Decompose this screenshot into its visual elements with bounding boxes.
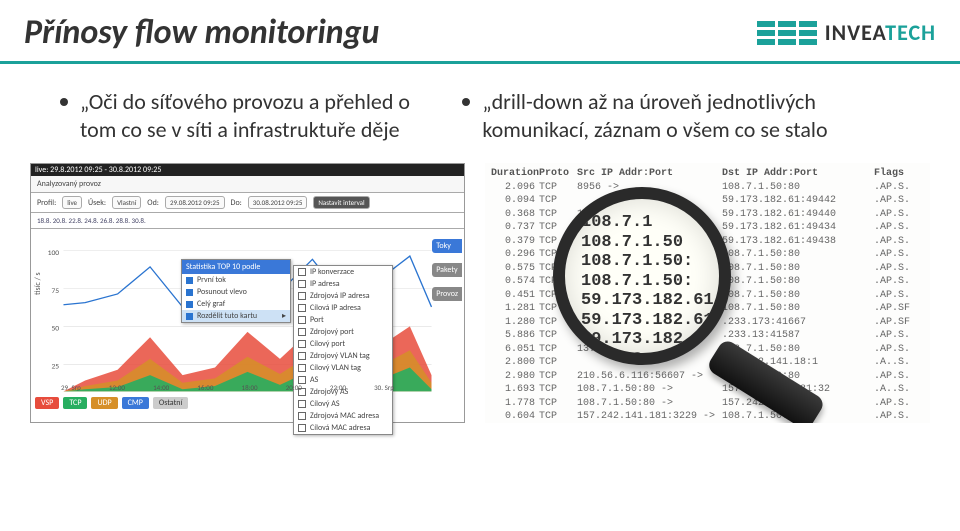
sub-row[interactable]: Zdrojová MAC adresa — [310, 411, 379, 421]
sub-row[interactable]: Cílový VLAN tag — [310, 363, 361, 373]
chart-side-tags: Toky Pakety Provoz — [432, 239, 462, 301]
do-input[interactable]: 30.08.2012 09:25 — [248, 196, 308, 209]
log-row: 6.051TCP 13.233108.7.1.50:80.AP.S. — [491, 343, 924, 357]
bullet-right-text: „drill-down až na úroveň jednotlivých ko… — [482, 88, 840, 143]
magnifier-text: 108.7.1108.7.1.50108.7.1.50:108.7.1.50:5… — [565, 199, 719, 365]
log-row: 1.693TCP108.7.1.50:80 ->157.242.141.181:… — [491, 383, 924, 397]
svg-text:50: 50 — [51, 325, 59, 334]
logo-bars-icon — [757, 21, 817, 45]
log-header: Duration Proto Src IP Addr:Port Dst IP A… — [491, 167, 924, 181]
chart-toolbar: Profil: live Úsek: Vlastní Od: 29.08.201… — [31, 193, 464, 213]
sub-row[interactable]: Zdrojový port — [310, 327, 354, 337]
sub-row[interactable]: Cílová IP adresa — [310, 303, 361, 313]
log-row: 2.800TCP157.242.141.18:1.A..S. — [491, 356, 924, 370]
svg-text:100: 100 — [48, 249, 60, 258]
chart-context-menu[interactable]: Statistika TOP 10 podle První tok Posuno… — [181, 259, 291, 323]
sub-row[interactable]: Zdrojová IP adresa — [310, 291, 370, 301]
chart-analyzed-label: Analyzovaný provoz — [37, 179, 101, 189]
slide-title: Přínosy flow monitoringu — [24, 12, 380, 53]
ctx-row-0[interactable]: První tok — [197, 275, 226, 285]
od-input[interactable]: 29.08.2012 09:25 — [165, 196, 225, 209]
profile-select[interactable]: live — [62, 196, 82, 209]
chart-xlabels: 29. Srp12:0014:0016:0018:0020:0022:0030.… — [61, 383, 394, 392]
log-row: 2.980TCP210.56.6.116:56607 ->108.7.1.50:… — [491, 370, 924, 384]
profile-label: Profil: — [37, 198, 56, 208]
bullet-row: „Oči do síťového provozu a přehled o tom… — [0, 64, 960, 151]
chart-body: tisíc / s 100 75 50 25 Toky Pakety Pr — [31, 229, 464, 394]
slide-header: Přínosy flow monitoringu INVEATECH — [0, 0, 960, 64]
logo-text: INVEATECH — [825, 19, 936, 46]
side-tag-provoz[interactable]: Provoz — [432, 287, 462, 301]
flow-chart-screenshot: live: 29.8.2012 09:25 - 30.8.2012 09:25 … — [30, 163, 465, 423]
sub-row[interactable]: IP adresa — [310, 279, 340, 289]
bullet-dot-icon — [462, 98, 470, 106]
usek-label: Úsek: — [88, 198, 106, 208]
sub-row[interactable]: IP konverzace — [310, 267, 354, 277]
do-label: Do: — [231, 198, 242, 208]
svg-text:75: 75 — [51, 287, 59, 296]
od-label: Od: — [147, 198, 159, 208]
flow-log-screenshot: Duration Proto Src IP Addr:Port Dst IP A… — [485, 163, 930, 423]
bullet-dot-icon — [60, 98, 68, 106]
sub-row[interactable]: Zdrojový VLAN tag — [310, 351, 370, 361]
bullet-left: „Oči do síťového provozu a přehled o tom… — [60, 88, 438, 143]
ctx-row-2[interactable]: Celý graf — [197, 299, 225, 309]
log-row: 2.096TCP 8956 ->108.7.1.50:80.AP.S. — [491, 181, 924, 195]
bullet-right: „drill-down až na úroveň jednotlivých ko… — [462, 88, 840, 143]
bullet-left-text: „Oči do síťového provozu a přehled o tom… — [80, 88, 438, 143]
chart-channels: 18.8. 20.8. 22.8. 24.8. 26.8. 28.8. 30.8… — [31, 213, 464, 229]
usek-select[interactable]: Vlastní — [112, 196, 141, 209]
sub-row[interactable]: Port — [310, 315, 324, 325]
ctx-row-1[interactable]: Posunout vlevo — [197, 287, 247, 297]
logo: INVEATECH — [757, 19, 936, 46]
sub-row[interactable]: Cílový port — [310, 339, 345, 349]
log-row: 0.604TCP157.242.141.181:3229 ->108.7.1.5… — [491, 410, 924, 423]
log-row: 1.778TCP108.7.1.50:80 ->157.242.141.181:… — [491, 397, 924, 411]
log-row: 0.094TCP59.173.182.61:49442.AP.S. — [491, 194, 924, 208]
side-tag-toky[interactable]: Toky — [432, 239, 462, 253]
set-interval-button[interactable]: Nastavit interval — [313, 196, 369, 209]
chart-live-range: live: 29.8.2012 09:25 - 30.8.2012 09:25 — [31, 164, 464, 176]
sub-row[interactable]: Cílová MAC adresa — [310, 423, 370, 433]
magnifier-lens: 108.7.1108.7.1.50108.7.1.50:108.7.1.50:5… — [553, 187, 731, 365]
chart-sub-menu[interactable]: IP konverzace IP adresa Zdrojová IP adre… — [293, 265, 393, 435]
context-menu-title: Statistika TOP 10 podle — [182, 260, 290, 274]
sub-row[interactable]: Cílový AS — [310, 399, 340, 409]
ctx-row-3[interactable]: Rozdělit tuto kartu — [197, 311, 257, 321]
side-tag-pakety[interactable]: Pakety — [432, 263, 462, 277]
svg-text:25: 25 — [51, 363, 59, 372]
figures-row: live: 29.8.2012 09:25 - 30.8.2012 09:25 … — [0, 151, 960, 423]
